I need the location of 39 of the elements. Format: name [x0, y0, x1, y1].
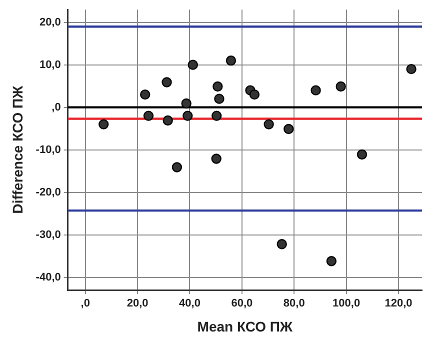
- point: [162, 77, 172, 88]
- point: [172, 162, 182, 172]
- y-tick-label: -40,0: [36, 271, 61, 284]
- y-tick-label: -20,0: [36, 186, 61, 198]
- x-tick-label: ,0: [80, 298, 90, 310]
- point: [406, 64, 416, 74]
- x-tick-label: 40,0: [179, 298, 200, 310]
- y-tick-label: 20,0: [39, 16, 61, 28]
- y-tick-label: -10,0: [36, 144, 61, 156]
- point: [212, 81, 223, 92]
- x-tick-label: 120,0: [384, 298, 412, 310]
- point: [162, 115, 173, 126]
- point: [284, 124, 294, 134]
- x-tick-label: 80,0: [283, 298, 305, 310]
- x-tick-label: 100,0: [332, 298, 360, 310]
- y-tick-label: -30,0: [36, 228, 61, 241]
- point: [140, 89, 150, 100]
- x-axis-title: Mean КСО ПЖ: [197, 318, 293, 334]
- point: [326, 256, 337, 266]
- point: [264, 119, 274, 130]
- point: [98, 119, 109, 130]
- point: [211, 154, 222, 164]
- point: [226, 55, 236, 66]
- point: [181, 98, 192, 109]
- point: [188, 60, 198, 70]
- x-tick-label: 20,0: [126, 298, 148, 310]
- y-tick-label: 10,0: [39, 58, 61, 71]
- x-tick-label: 60,0: [231, 298, 253, 310]
- y-axis-title: Difference КСО ПЖ: [9, 85, 26, 214]
- point: [212, 110, 222, 121]
- point: [276, 239, 287, 250]
- point: [356, 149, 368, 160]
- point: [336, 81, 346, 92]
- point: [310, 85, 321, 96]
- point: [214, 94, 224, 104]
- point: [143, 110, 154, 121]
- point: [249, 89, 260, 100]
- point: [182, 110, 193, 121]
- y-tick-label: ,0: [52, 101, 61, 114]
